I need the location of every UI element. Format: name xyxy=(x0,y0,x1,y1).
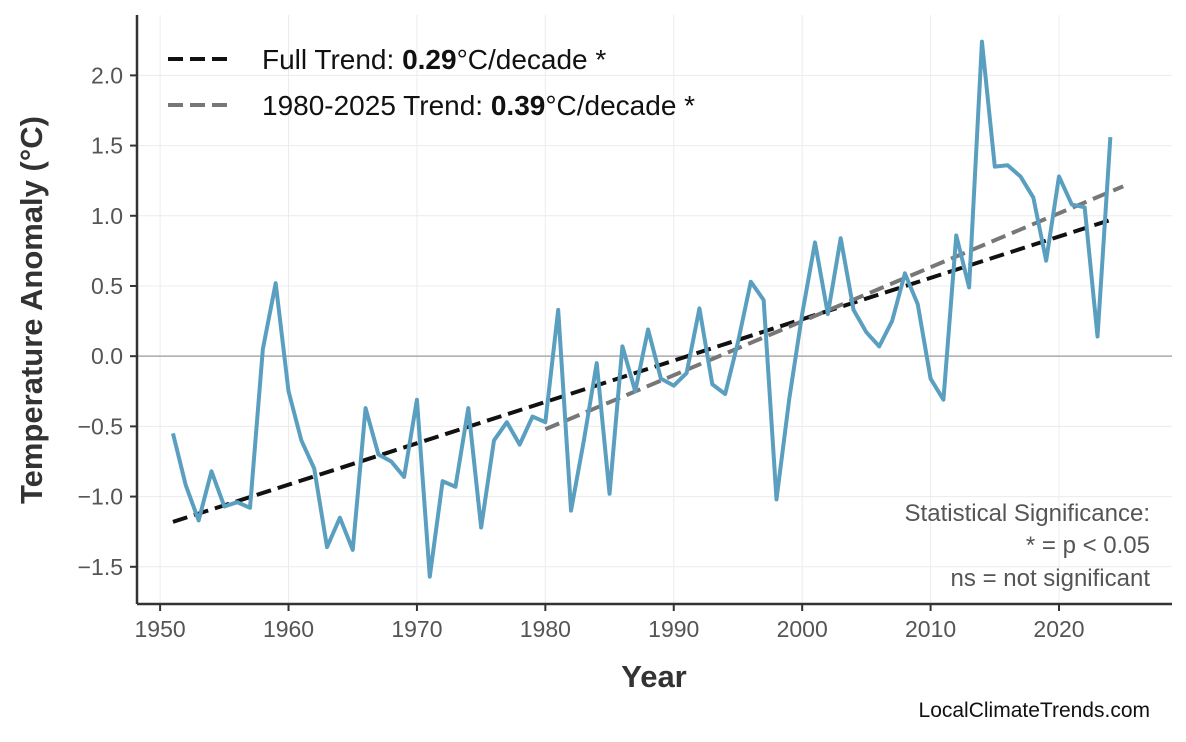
y-ticks: −1.5 −1.0 −0.5 0.0 0.5 1.0 1.5 2.0 xyxy=(78,62,137,579)
x-tick-label: 1970 xyxy=(391,616,442,642)
y-axis-label: Temperature Anomaly (°C) xyxy=(14,116,49,504)
y-tick-label: −0.5 xyxy=(78,413,123,439)
x-tick-label: 2000 xyxy=(777,616,828,642)
legend-label-recent: 1980-2025 Trend: 0.39°C/decade * xyxy=(262,90,695,121)
note-line-2: * = p < 0.05 xyxy=(1026,532,1150,559)
y-tick-label: 1.5 xyxy=(91,133,123,159)
x-tick-label: 1960 xyxy=(263,616,314,642)
watermark: LocalClimateTrends.com xyxy=(919,699,1150,722)
x-ticks: 1950 1960 1970 1980 1990 2000 2010 2020 xyxy=(135,604,1085,642)
x-tick-label: 2010 xyxy=(905,616,956,642)
y-tick-label: 0.5 xyxy=(91,273,123,299)
y-tick-label: 1.0 xyxy=(91,203,123,229)
y-tick-label: −1.0 xyxy=(78,484,123,510)
note-line-3: ns = not significant xyxy=(951,565,1151,592)
y-tick-label: −1.5 xyxy=(78,554,123,580)
x-axis-label: Year xyxy=(621,659,687,694)
legend-label-full: Full Trend: 0.29°C/decade * xyxy=(262,44,606,75)
x-tick-label: 1950 xyxy=(135,616,186,642)
note-line-1: Statistical Significance: xyxy=(905,500,1150,527)
x-tick-label: 1990 xyxy=(648,616,699,642)
x-tick-label: 1980 xyxy=(520,616,571,642)
y-tick-label: 0.0 xyxy=(91,343,123,369)
y-tick-label: 2.0 xyxy=(91,62,123,88)
legend: Full Trend: 0.29°C/decade * 1980-2025 Tr… xyxy=(168,44,695,121)
significance-note: Statistical Significance: * = p < 0.05 n… xyxy=(905,500,1151,592)
x-tick-label: 2020 xyxy=(1033,616,1084,642)
